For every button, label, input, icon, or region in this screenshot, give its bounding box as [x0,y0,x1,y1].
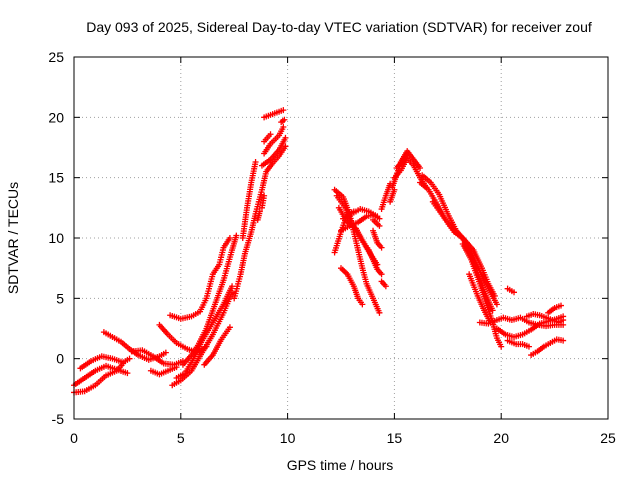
grid-lines [74,57,608,419]
data-point [226,324,233,331]
data-point [374,261,381,268]
data-point [256,208,263,215]
y-tick-label-5: 5 [56,290,64,306]
data-point [359,301,366,308]
y-tick-label-10: 10 [48,230,64,246]
chart-title: Day 093 of 2025, Sidereal Day-to-day VTE… [86,19,592,35]
data-point [280,123,287,130]
data-point [378,244,385,251]
data-point [489,307,496,314]
data-point [280,107,287,114]
x-tick-labels: 0 5 10 15 20 25 [70,430,616,446]
data-point [226,235,233,241]
data-point [252,158,259,165]
data-point [417,165,424,172]
y-tick-label-25: 25 [48,49,64,65]
x-tick-label-0: 0 [70,430,78,446]
data-point [560,337,567,344]
data-point [376,309,383,316]
data-point [376,222,383,229]
x-axis-label: GPS time / hours [287,457,394,473]
axis-ticks [73,56,609,420]
data-point [558,302,565,309]
data-point [173,364,180,371]
y-tick-label-20: 20 [48,109,64,125]
data-point [267,131,274,138]
data-point [162,349,169,356]
y-tick-labels: -5 0 5 10 15 20 25 [48,49,64,427]
x-tick-label-15: 15 [387,430,403,446]
x-tick-label-10: 10 [280,430,296,446]
data-point [233,232,240,239]
data-point [493,301,500,308]
data-point [124,370,131,377]
data-point [498,343,505,350]
data-point [261,192,268,199]
y-axis-label: SDTVAR / TECUs [5,182,21,294]
data-point [282,134,289,141]
data-point [525,343,532,350]
data-point [511,289,518,296]
data-points [71,107,567,396]
data-point [281,116,288,123]
data-point [374,213,381,220]
data-point [229,283,236,290]
x-tick-label-20: 20 [493,430,509,446]
y-tick-label-minus5: -5 [52,411,65,427]
data-point [126,355,133,362]
data-point [382,283,389,290]
data-point [404,152,411,159]
x-tick-label-5: 5 [177,430,185,446]
data-point [560,317,567,324]
series-sdtvar [71,107,567,396]
y-tick-label-15: 15 [48,170,64,186]
x-tick-label-25: 25 [600,430,616,446]
data-point [378,271,385,278]
y-tick-label-0: 0 [56,351,64,367]
